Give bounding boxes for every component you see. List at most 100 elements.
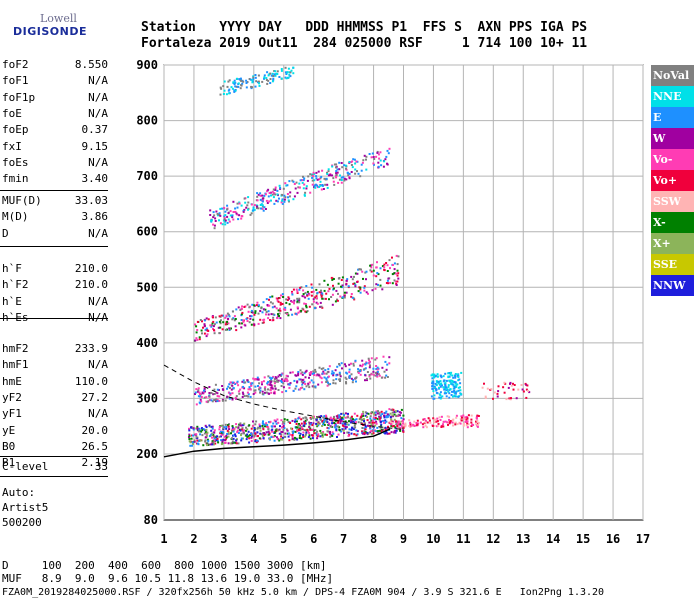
echo-f2-trace xyxy=(342,429,345,432)
echo-third-hop xyxy=(217,326,220,329)
echo-f2-trace xyxy=(231,440,234,443)
echo-second-hop xyxy=(326,380,329,383)
echo-spread-cyan xyxy=(450,394,453,396)
echo-f2-trace xyxy=(352,420,355,423)
echo-f2-trace xyxy=(300,422,303,425)
echo-second-hop xyxy=(303,380,306,383)
echo-f2-trace xyxy=(217,441,220,444)
echo-fourth-hop xyxy=(223,206,226,209)
echo-f2-trace xyxy=(221,432,224,435)
echo-fourth-hop xyxy=(223,216,226,219)
echo-spread-cyan xyxy=(454,391,457,394)
echo-second-hop xyxy=(383,370,386,373)
echo-f2-trace xyxy=(308,434,311,437)
ionogram-plot: 1 2 3 4 5 6 7 8 9 10 11 12 13 14 15 16 17802003004005006… xyxy=(136,58,650,546)
echo-fifth-hop xyxy=(241,82,244,85)
echo-spread-far xyxy=(484,397,487,399)
echo-third-hop xyxy=(354,283,357,286)
echo-f2-trace xyxy=(331,434,334,437)
echo-f2-trace xyxy=(309,428,312,431)
echo-third-hop xyxy=(248,321,251,324)
echo-third-hop xyxy=(318,283,321,286)
echo-fourth-hop xyxy=(267,195,270,198)
echo-fourth-hop xyxy=(302,187,305,190)
echo-second-hop xyxy=(229,381,232,384)
echo-spread-cyan xyxy=(441,395,444,398)
echo-fourth-hop xyxy=(335,176,338,179)
echo-third-hop xyxy=(242,319,245,322)
echo-second-hop xyxy=(352,362,355,365)
echo-f2-trace xyxy=(372,416,375,419)
echo-second-hop xyxy=(310,379,313,382)
echo-f2-trace xyxy=(390,409,393,411)
echo-third-hop xyxy=(315,288,318,291)
echo-f2-trace xyxy=(192,434,195,437)
echo-fourth-hop xyxy=(250,203,253,206)
echo-spread-red xyxy=(466,417,469,420)
echo-f2-trace xyxy=(280,435,283,438)
echo-spread-red xyxy=(455,414,458,417)
echo-third-hop xyxy=(250,323,253,326)
echo-second-hop xyxy=(280,373,283,376)
echo-fourth-hop xyxy=(288,180,291,183)
echo-third-hop xyxy=(281,293,284,296)
echo-f2-trace xyxy=(402,429,405,432)
param-name: yE xyxy=(2,423,16,437)
echo-fourth-hop xyxy=(274,186,277,189)
echo-second-hop xyxy=(350,362,352,365)
echo-fifth-hop xyxy=(235,85,238,88)
echo-second-hop xyxy=(285,390,288,393)
echo-fourth-hop xyxy=(354,162,357,165)
echo-fourth-hop xyxy=(212,216,215,219)
x-tick-label: 9 xyxy=(400,532,407,546)
echo-fourth-hop xyxy=(329,174,332,177)
echo-second-hop xyxy=(247,393,250,396)
echo-third-hop xyxy=(194,323,197,326)
echo-f2-trace xyxy=(227,431,230,434)
echo-f2-trace xyxy=(394,426,397,429)
echo-third-hop xyxy=(226,312,229,315)
echo-spread-far xyxy=(525,388,528,391)
echo-fourth-hop xyxy=(263,206,266,209)
echo-fourth-hop xyxy=(362,159,365,162)
echo-third-hop xyxy=(365,291,368,294)
echo-spread-cyan xyxy=(444,383,447,386)
echo-f2-trace xyxy=(370,423,373,426)
echo-f2-trace xyxy=(344,425,347,428)
param-name: C-level xyxy=(2,460,49,473)
echo-spread-far xyxy=(520,384,523,386)
echo-second-hop xyxy=(252,377,255,380)
echo-spread-red xyxy=(390,420,393,423)
echo-spread-red xyxy=(404,422,407,425)
echo-third-hop xyxy=(364,271,367,274)
echo-f2-trace xyxy=(348,428,351,431)
echo-f2-trace xyxy=(221,440,224,443)
echo-fifth-hop xyxy=(287,67,290,70)
echo-third-hop xyxy=(227,322,230,325)
echo-spread-far xyxy=(505,398,508,401)
echo-f2-trace xyxy=(339,420,342,423)
echo-second-hop xyxy=(323,372,326,375)
echo-third-hop xyxy=(245,317,248,320)
echo-fifth-hop xyxy=(265,77,268,80)
echo-spread-far xyxy=(493,391,496,394)
echo-fifth-hop xyxy=(280,68,283,70)
echo-fourth-hop xyxy=(353,158,356,161)
echo-spread-far xyxy=(528,391,531,394)
echo-f2-trace xyxy=(231,430,233,433)
echo-fourth-hop xyxy=(302,179,305,182)
echo-third-hop xyxy=(218,320,221,323)
echo-third-hop xyxy=(357,290,360,293)
echo-fourth-hop xyxy=(340,162,343,164)
echo-f2-trace xyxy=(210,429,213,432)
param-row-foes: foEs N/A xyxy=(2,156,108,172)
echo-second-hop xyxy=(273,380,276,383)
echo-second-hop xyxy=(320,367,323,370)
echo-fourth-hop xyxy=(219,222,222,225)
echo-spread-red xyxy=(472,424,475,426)
echo-f2-trace xyxy=(254,423,257,426)
echo-f2-trace xyxy=(267,430,270,433)
echo-fourth-hop xyxy=(354,168,357,171)
echo-third-hop xyxy=(194,339,197,342)
echo-second-hop xyxy=(362,363,364,366)
